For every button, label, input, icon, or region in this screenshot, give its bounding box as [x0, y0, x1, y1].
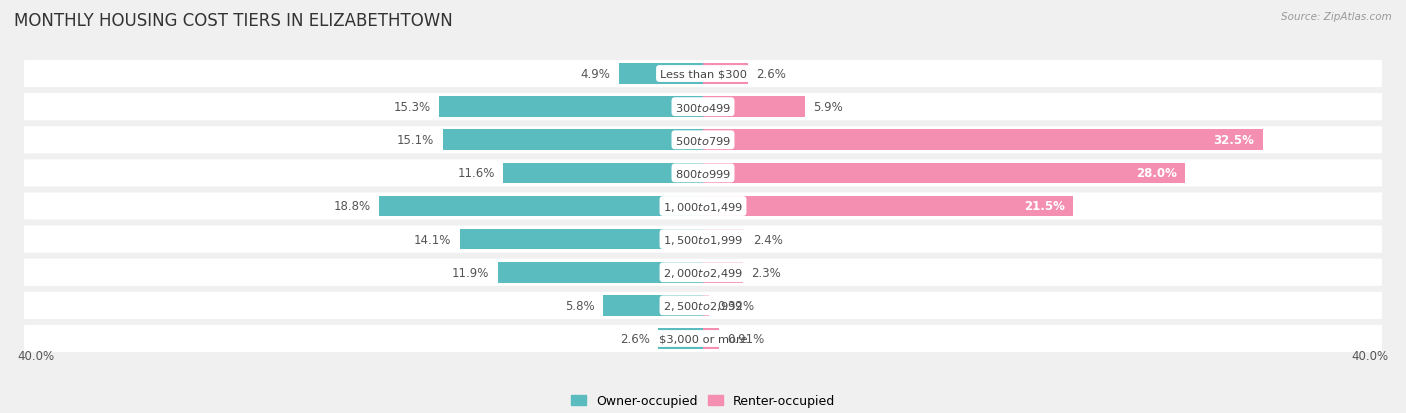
Bar: [703, 229, 744, 250]
Text: $3,000 or more: $3,000 or more: [659, 334, 747, 344]
Text: 40.0%: 40.0%: [1351, 349, 1389, 363]
Text: $300 to $499: $300 to $499: [675, 102, 731, 113]
Bar: [443, 130, 703, 151]
Text: 5.9%: 5.9%: [813, 101, 844, 114]
Bar: [703, 163, 1185, 184]
Text: Less than $300: Less than $300: [659, 69, 747, 79]
FancyBboxPatch shape: [24, 292, 1382, 319]
Bar: [503, 163, 703, 184]
Text: 21.5%: 21.5%: [1024, 200, 1064, 213]
Text: $1,500 to $1,999: $1,500 to $1,999: [664, 233, 742, 246]
Text: 2.3%: 2.3%: [751, 266, 780, 279]
Bar: [703, 130, 1263, 151]
Text: 32.5%: 32.5%: [1213, 134, 1254, 147]
FancyBboxPatch shape: [24, 94, 1382, 121]
Text: 11.9%: 11.9%: [453, 266, 489, 279]
Text: 2.6%: 2.6%: [756, 68, 786, 81]
Text: $1,000 to $1,499: $1,000 to $1,499: [664, 200, 742, 213]
Text: 14.1%: 14.1%: [415, 233, 451, 246]
FancyBboxPatch shape: [24, 61, 1382, 88]
Bar: [460, 229, 703, 250]
Text: 5.8%: 5.8%: [565, 299, 595, 312]
Text: $2,500 to $2,999: $2,500 to $2,999: [664, 299, 742, 312]
Text: 0.32%: 0.32%: [717, 299, 754, 312]
Bar: [703, 64, 748, 85]
Text: 40.0%: 40.0%: [17, 349, 55, 363]
Text: $800 to $999: $800 to $999: [675, 168, 731, 179]
Bar: [619, 64, 703, 85]
Text: 0.91%: 0.91%: [727, 332, 765, 345]
Legend: Owner-occupied, Renter-occupied: Owner-occupied, Renter-occupied: [571, 394, 835, 408]
FancyBboxPatch shape: [24, 127, 1382, 154]
FancyBboxPatch shape: [24, 160, 1382, 187]
Bar: [703, 328, 718, 349]
Text: 11.6%: 11.6%: [457, 167, 495, 180]
FancyBboxPatch shape: [24, 325, 1382, 352]
Bar: [658, 328, 703, 349]
Text: 15.1%: 15.1%: [396, 134, 434, 147]
FancyBboxPatch shape: [24, 193, 1382, 220]
Text: 28.0%: 28.0%: [1136, 167, 1177, 180]
Bar: [603, 295, 703, 316]
Text: $500 to $799: $500 to $799: [675, 135, 731, 146]
FancyBboxPatch shape: [24, 259, 1382, 286]
Text: 15.3%: 15.3%: [394, 101, 430, 114]
Text: 18.8%: 18.8%: [333, 200, 371, 213]
Text: 4.9%: 4.9%: [581, 68, 610, 81]
FancyBboxPatch shape: [24, 226, 1382, 253]
Bar: [703, 295, 709, 316]
Bar: [703, 196, 1073, 217]
Text: 2.4%: 2.4%: [754, 233, 783, 246]
Text: Source: ZipAtlas.com: Source: ZipAtlas.com: [1281, 12, 1392, 22]
Text: MONTHLY HOUSING COST TIERS IN ELIZABETHTOWN: MONTHLY HOUSING COST TIERS IN ELIZABETHT…: [14, 12, 453, 30]
Text: $2,000 to $2,499: $2,000 to $2,499: [664, 266, 742, 279]
Bar: [703, 262, 742, 283]
Text: 2.6%: 2.6%: [620, 332, 650, 345]
Bar: [380, 196, 703, 217]
Bar: [440, 97, 703, 118]
Bar: [498, 262, 703, 283]
Bar: [703, 97, 804, 118]
